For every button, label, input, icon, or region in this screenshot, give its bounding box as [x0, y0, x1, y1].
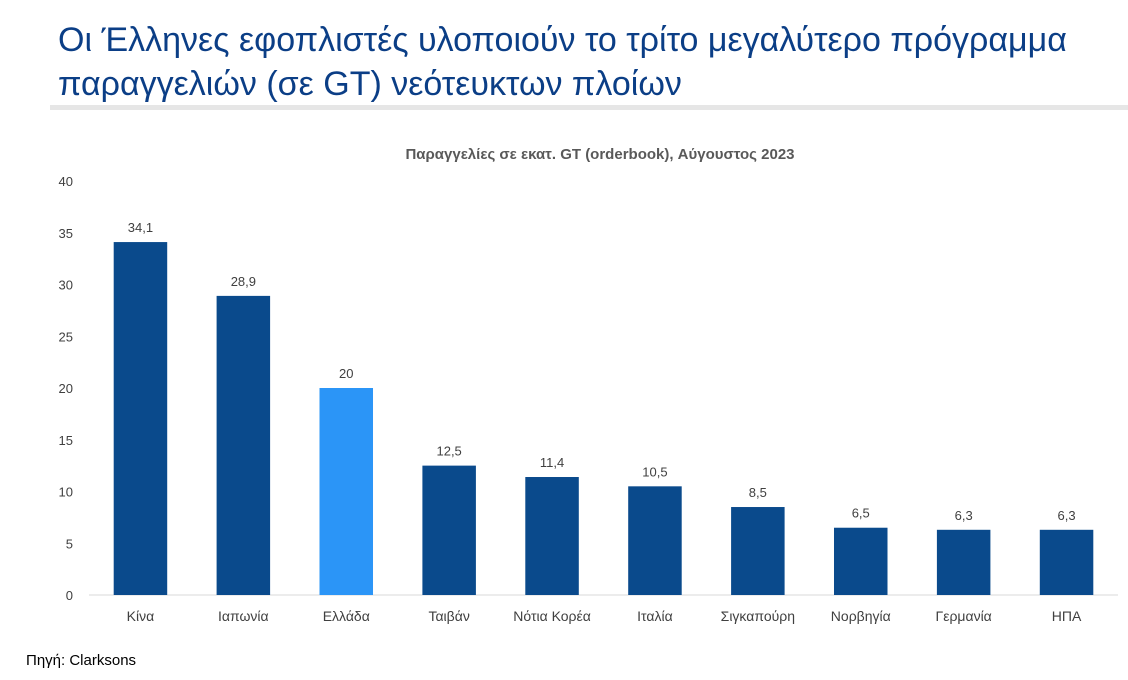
- data-label: 11,4: [540, 455, 564, 470]
- bar: [731, 507, 785, 595]
- bar: [422, 465, 476, 595]
- bar: [216, 295, 271, 595]
- y-axis-ticks: 0 5 10 15 20 25 30 35 40: [59, 174, 73, 603]
- category-label: Κίνα: [127, 608, 155, 624]
- bar: [1039, 529, 1094, 595]
- data-label: 6,3: [1058, 508, 1076, 523]
- data-labels-group: 34,1 28,9 20 12,5 11,4 10,5 8,5 6,5 6,3 6,3: [128, 220, 1076, 523]
- data-label: 34,1: [128, 220, 153, 235]
- bars-group: [113, 242, 1094, 595]
- category-label: Νότια Κορέα: [513, 608, 591, 624]
- y-tick-label: 30: [59, 278, 73, 293]
- category-label: Ιαπωνία: [218, 608, 269, 624]
- y-tick-label: 25: [59, 329, 73, 344]
- bar: [936, 529, 991, 595]
- bar: [113, 242, 168, 595]
- category-label: Ελλάδα: [323, 608, 370, 624]
- y-tick-label: 20: [59, 381, 73, 396]
- chart-title: Παραγγελίες σε εκατ. GT (orderbook), Αύγ…: [405, 146, 794, 163]
- data-label: 10,5: [642, 464, 667, 479]
- title-divider: [50, 105, 1128, 110]
- data-label: 6,5: [852, 506, 870, 521]
- y-tick-label: 40: [59, 174, 73, 189]
- data-label: 6,3: [955, 508, 973, 523]
- category-label: Γερμανία: [936, 608, 992, 624]
- y-tick-label: 15: [59, 433, 73, 448]
- bar: [525, 477, 579, 595]
- source-note: Πηγή: Clarksons: [26, 652, 137, 669]
- category-labels-group: Κίνα Ιαπωνία Ελλάδα Ταιβάν Νότια Κορέα Ιταλία…: [127, 608, 1082, 624]
- bar: [833, 527, 888, 595]
- y-tick-label: 10: [59, 485, 73, 500]
- bar-chart: Παραγγελίες σε εκατ. GT (orderbook), Αύγ…: [59, 146, 1118, 624]
- bar: [319, 388, 374, 595]
- category-label: Σιγκαπούρη: [721, 608, 795, 624]
- data-label: 20: [339, 366, 353, 381]
- category-label: Ταιβάν: [428, 608, 469, 624]
- y-tick-label: 5: [66, 536, 73, 551]
- page-title: Οι Έλληνες εφοπλιστές υλοποιούν το τρίτο…: [58, 21, 1067, 103]
- y-tick-label: 0: [66, 588, 73, 603]
- category-label: Ιταλία: [637, 608, 673, 624]
- data-label: 8,5: [749, 485, 767, 500]
- category-label: Νορβηγία: [831, 608, 891, 624]
- y-tick-label: 35: [59, 226, 73, 241]
- category-label: ΗΠΑ: [1052, 608, 1082, 624]
- data-label: 28,9: [231, 274, 256, 289]
- bar: [628, 486, 682, 595]
- data-label: 12,5: [436, 444, 461, 459]
